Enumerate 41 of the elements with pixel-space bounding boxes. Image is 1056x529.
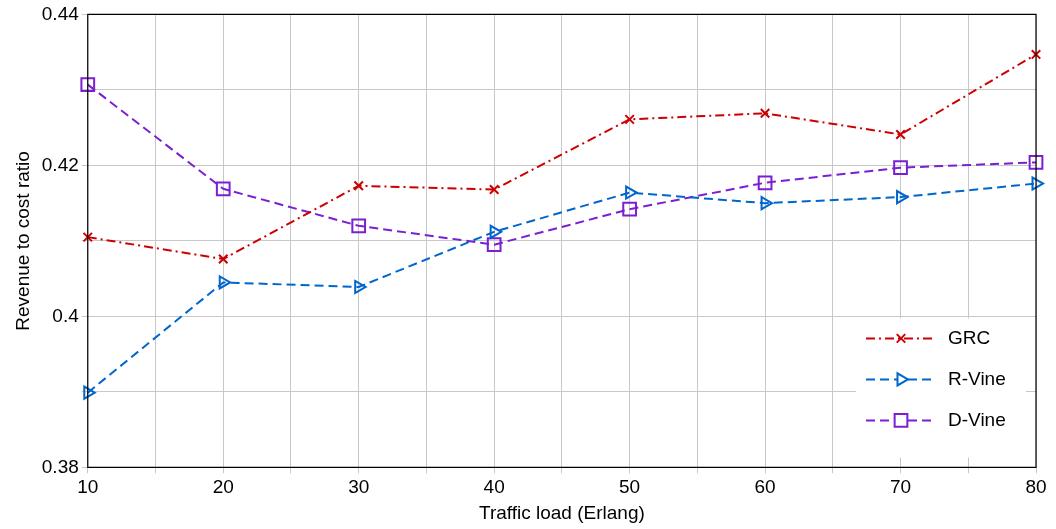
point [757, 175, 773, 191]
point [83, 385, 96, 400]
x-tick-label: 70 [889, 476, 912, 498]
x-tick-label: 20 [212, 476, 234, 498]
legend-label: D-Vine [948, 408, 1006, 430]
point [622, 201, 637, 217]
point [353, 180, 364, 192]
y-tick-label: 0.42 [41, 153, 79, 175]
point [624, 114, 635, 125]
x-tick-label: 50 [619, 476, 641, 498]
point [896, 190, 909, 205]
point [760, 196, 774, 211]
point [80, 77, 96, 92]
point [1031, 176, 1044, 191]
point [351, 218, 367, 234]
x-tick-label: 40 [483, 476, 505, 498]
point [1030, 49, 1042, 60]
point [218, 275, 232, 290]
point [354, 279, 367, 295]
point [895, 129, 906, 140]
point [218, 253, 229, 265]
x-tick-label: 80 [1025, 476, 1047, 498]
point [486, 237, 502, 253]
point [489, 224, 503, 239]
y-tick-label: 0.38 [41, 455, 79, 477]
y-tick-label: 0.44 [41, 2, 80, 24]
legend-label: R-Vine [948, 367, 1006, 389]
point [488, 184, 500, 195]
x-tick-label: 60 [754, 476, 776, 498]
point [625, 185, 638, 200]
x-tick-label: 10 [77, 476, 99, 498]
point [82, 231, 94, 243]
point [893, 160, 908, 176]
y-axis-title: Revenue to cost ratio [11, 151, 33, 331]
legend-label: GRC [948, 326, 991, 348]
y-tick-label: 0.4 [52, 304, 80, 326]
x-tick-label: 30 [348, 476, 370, 498]
point [1028, 155, 1044, 170]
point [759, 108, 771, 119]
x-axis-title: Traffic load (Erlang) [478, 501, 645, 523]
point [215, 181, 231, 197]
